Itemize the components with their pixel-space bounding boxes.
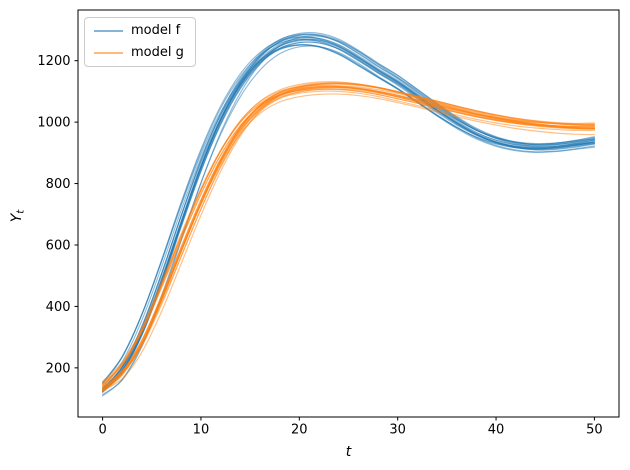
x-tick-label-20: 20 xyxy=(291,423,308,438)
series-lines xyxy=(102,31,595,397)
trajectory-line xyxy=(102,93,595,392)
x-tick-label-10: 10 xyxy=(193,423,210,438)
y-tick-label-600: 600 xyxy=(46,238,71,253)
y-tick-label-1000: 1000 xyxy=(37,116,70,131)
x-tick-label-40: 40 xyxy=(488,423,505,438)
legend-label-model-f: model f xyxy=(131,23,181,38)
trajectory-line xyxy=(102,88,595,386)
y-tick-label-400: 400 xyxy=(46,300,71,315)
y-tick-label-800: 800 xyxy=(46,177,71,192)
legend-item-model-f: model f xyxy=(85,22,195,40)
y-axis: 200 400 600 800 1000 1200 xyxy=(37,54,78,376)
x-axis-label: t xyxy=(346,444,352,460)
trajectory-line xyxy=(102,34,595,393)
trajectory-line xyxy=(102,38,595,385)
legend-line-model-f xyxy=(94,30,123,32)
series-model-f xyxy=(102,31,595,397)
x-axis: 0 10 20 30 40 50 xyxy=(98,417,603,438)
y-tick-label-200: 200 xyxy=(46,361,71,376)
series-model-g xyxy=(102,81,595,393)
trajectory-line xyxy=(102,45,595,397)
legend-label-model-g: model g xyxy=(131,45,184,60)
trajectory-line xyxy=(102,31,595,389)
y-axis-label: Yt xyxy=(9,209,27,223)
x-tick-label-30: 30 xyxy=(389,423,406,438)
legend: model f model g xyxy=(84,17,196,67)
legend-line-model-g xyxy=(94,52,123,54)
legend-item-model-g: model g xyxy=(85,44,195,62)
axes-spines xyxy=(77,9,620,418)
y-tick-label-1200: 1200 xyxy=(37,54,70,69)
x-tick-label-50: 50 xyxy=(586,423,603,438)
x-tick-label-0: 0 xyxy=(98,423,106,438)
trajectory-line xyxy=(102,44,595,384)
